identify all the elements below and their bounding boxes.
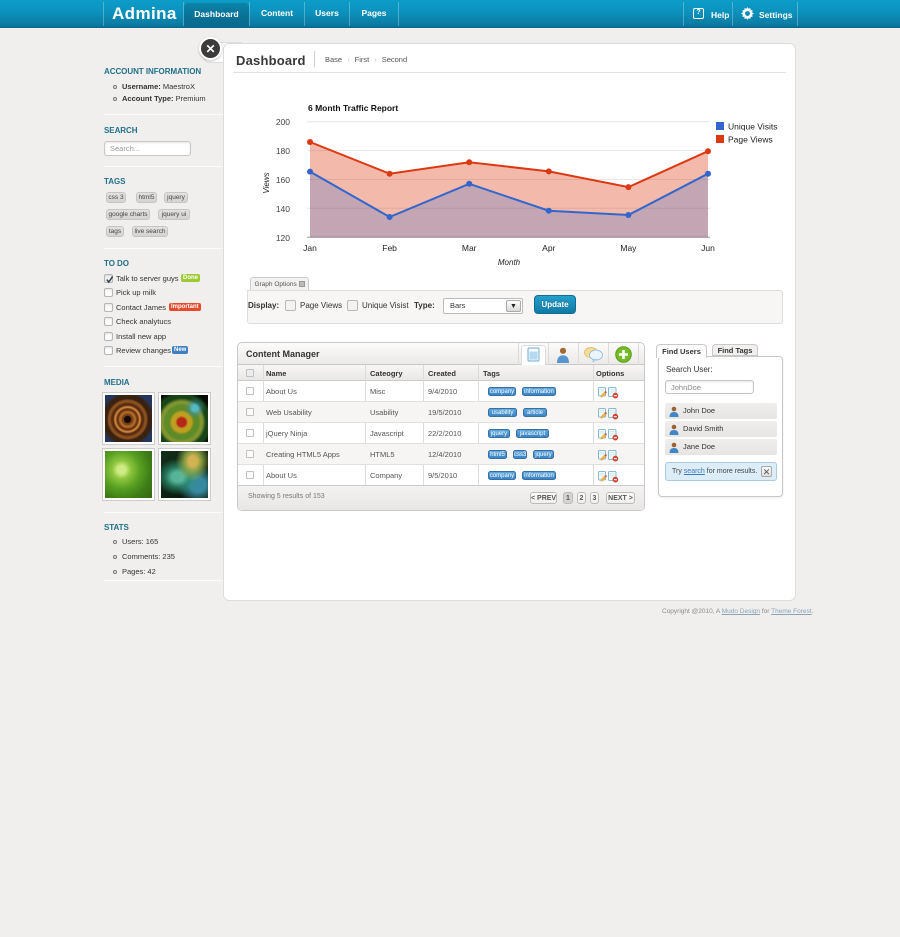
svg-text:120: 120 xyxy=(276,233,290,243)
svg-text:Page Views: Page Views xyxy=(728,135,773,145)
svg-text:200: 200 xyxy=(276,117,290,127)
svg-text:Month: Month xyxy=(498,258,521,267)
svg-text:140: 140 xyxy=(276,204,290,214)
svg-text:Unique Visits: Unique Visits xyxy=(728,122,777,132)
svg-text:180: 180 xyxy=(276,146,290,156)
svg-text:6 Month Traffic Report: 6 Month Traffic Report xyxy=(308,103,398,113)
svg-text:Views: Views xyxy=(262,172,271,193)
svg-text:Feb: Feb xyxy=(382,243,397,253)
svg-text:160: 160 xyxy=(276,175,290,185)
svg-text:May: May xyxy=(620,243,637,253)
svg-text:Apr: Apr xyxy=(542,243,555,253)
svg-text:Jun: Jun xyxy=(701,243,715,253)
svg-text:Mar: Mar xyxy=(462,243,477,253)
svg-text:Jan: Jan xyxy=(303,243,317,253)
